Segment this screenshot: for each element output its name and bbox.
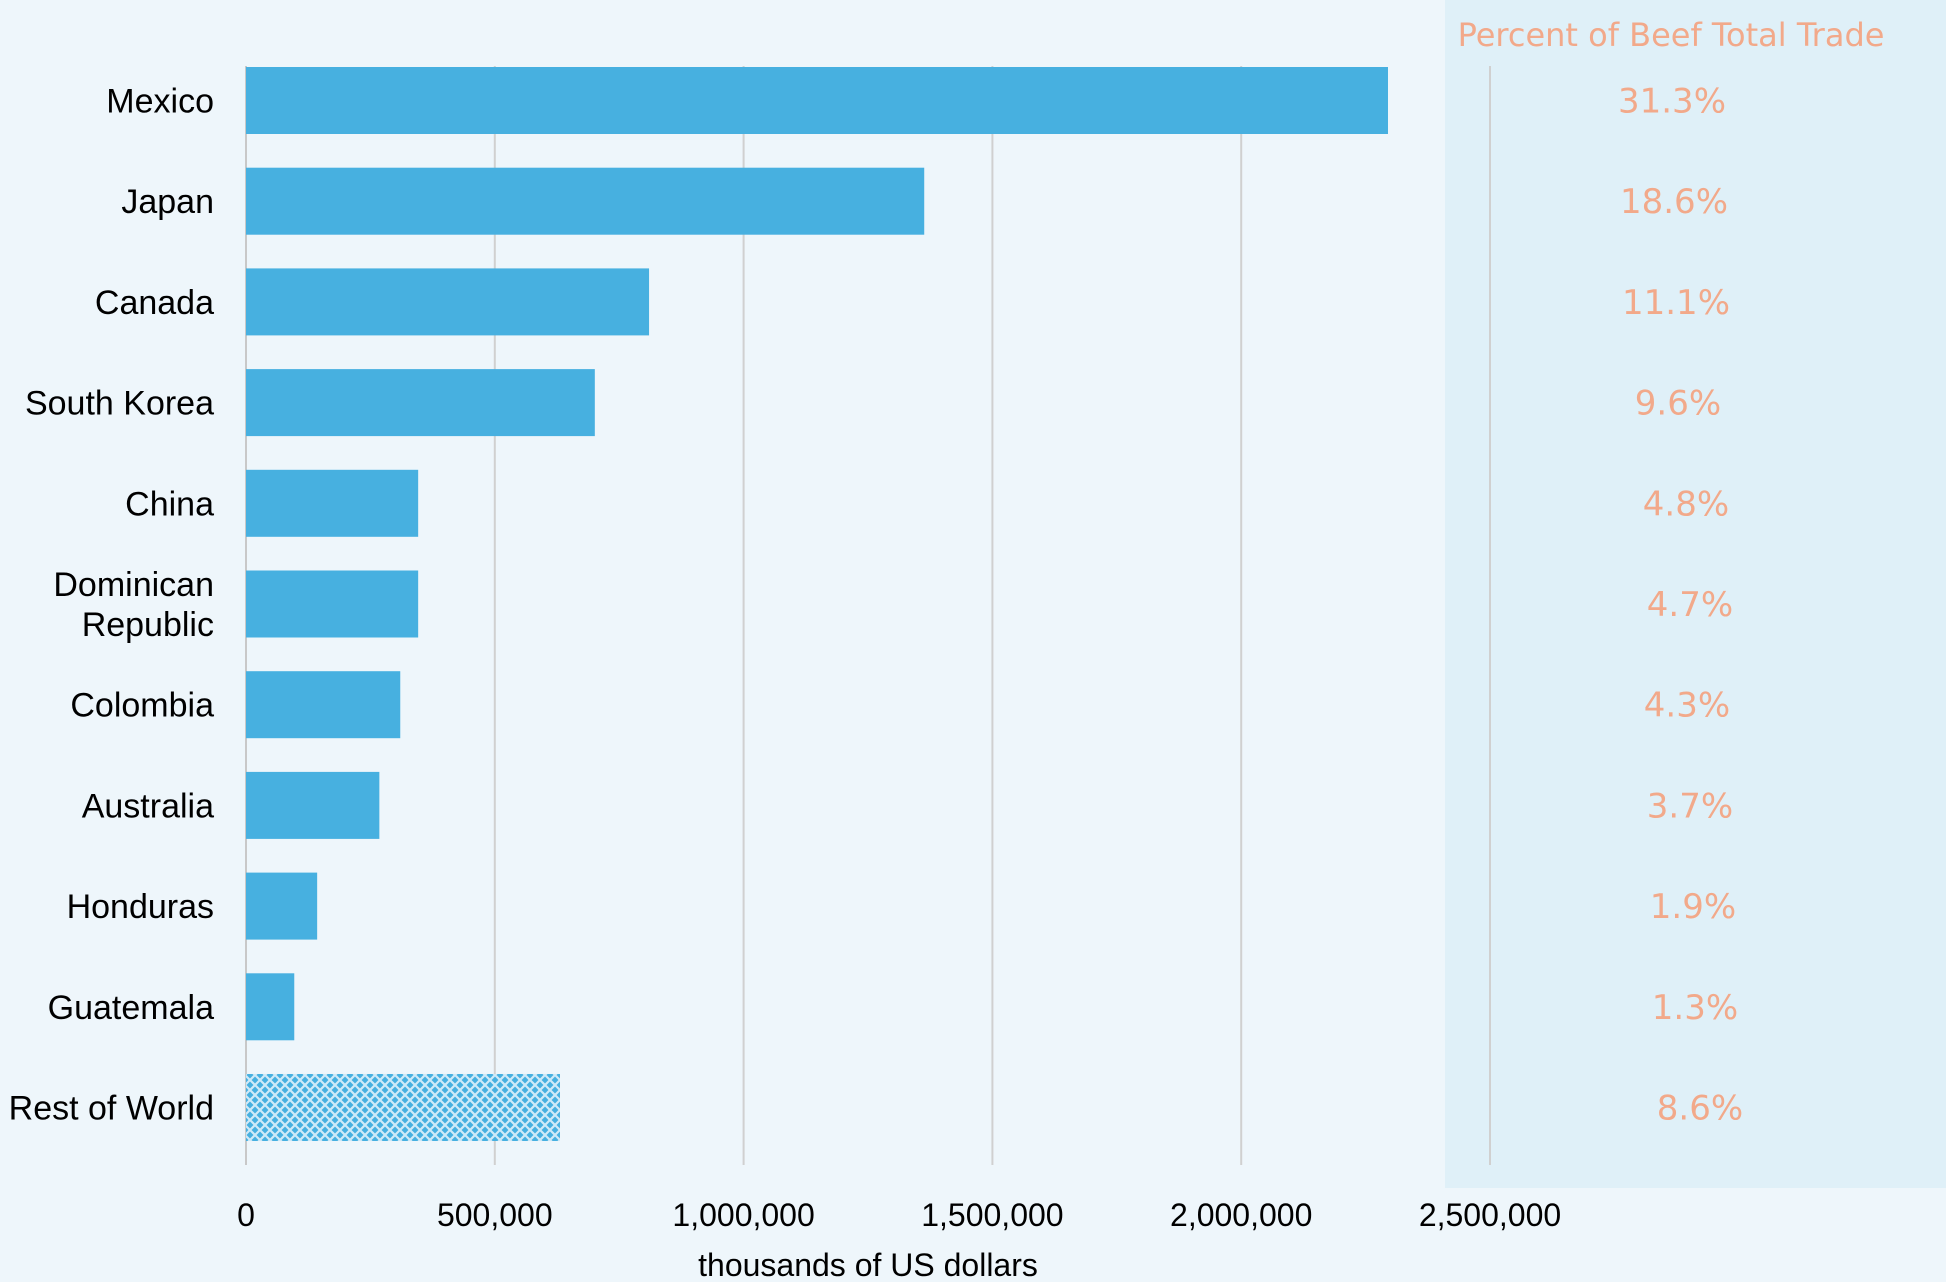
bar-colombia <box>246 671 401 739</box>
x-axis-title: thousands of US dollars <box>698 1247 1038 1282</box>
percent-label: 1.3% <box>1652 988 1738 1028</box>
category-label: South Korea <box>25 385 214 423</box>
category-label: Australia <box>82 787 214 825</box>
percent-title: Percent of Beef Total Trade <box>1458 16 1885 54</box>
category-label: Colombia <box>70 687 214 725</box>
percent-labels: 31.3% 18.6% 11.1% 9.6% 4.8% 4.7% 4.3% 3.7% 1.9% 1… <box>1618 82 1743 1129</box>
category-label: Guatemala <box>48 989 214 1027</box>
percent-label: 4.7% <box>1647 585 1733 625</box>
bar-guatemala <box>246 973 295 1041</box>
category-label: Japan <box>121 183 214 221</box>
bars <box>246 67 1388 1141</box>
x-tick-label: 1,500,000 <box>921 1197 1063 1233</box>
bar-dominican-republic <box>246 570 419 638</box>
category-label: Honduras <box>67 888 214 926</box>
percent-label: 4.8% <box>1643 484 1729 524</box>
category-label: Mexico <box>106 83 214 121</box>
percent-panel <box>1445 0 1946 1188</box>
percent-label: 8.6% <box>1657 1089 1743 1129</box>
x-tick-label: 1,000,000 <box>672 1197 814 1233</box>
percent-label: 31.3% <box>1618 82 1726 122</box>
x-tick-label: 2,500,000 <box>1419 1197 1561 1233</box>
x-tick-labels: 0 500,000 1,000,000 1,500,000 2,000,000 2,500… <box>237 1197 1561 1233</box>
bar-mexico <box>246 67 1388 134</box>
x-tick-label: 0 <box>237 1197 255 1233</box>
gridlines <box>245 66 1491 1165</box>
bar-china <box>246 469 419 537</box>
percent-label: 1.9% <box>1650 887 1736 927</box>
percent-label: 9.6% <box>1635 384 1721 424</box>
category-label: Rest of World <box>9 1090 214 1128</box>
bar-australia <box>246 771 380 839</box>
bar-south-korea <box>246 369 595 437</box>
category-label: Dominican Republic <box>53 566 214 644</box>
percent-label: 11.1% <box>1622 283 1730 323</box>
bar-japan <box>246 167 925 235</box>
percent-label: 4.3% <box>1644 686 1730 726</box>
x-tick-label: 2,000,000 <box>1170 1197 1312 1233</box>
category-label: Canada <box>95 284 214 322</box>
bar-canada <box>246 268 650 336</box>
x-tick-label: 500,000 <box>437 1197 553 1233</box>
bar-honduras <box>246 872 318 940</box>
bar-rest-of-world <box>246 1074 560 1141</box>
category-labels: Mexico Japan Canada South Korea China Dominic… <box>9 83 214 1128</box>
percent-label: 18.6% <box>1620 182 1728 222</box>
category-label: China <box>125 485 214 523</box>
percent-label: 3.7% <box>1647 786 1733 826</box>
